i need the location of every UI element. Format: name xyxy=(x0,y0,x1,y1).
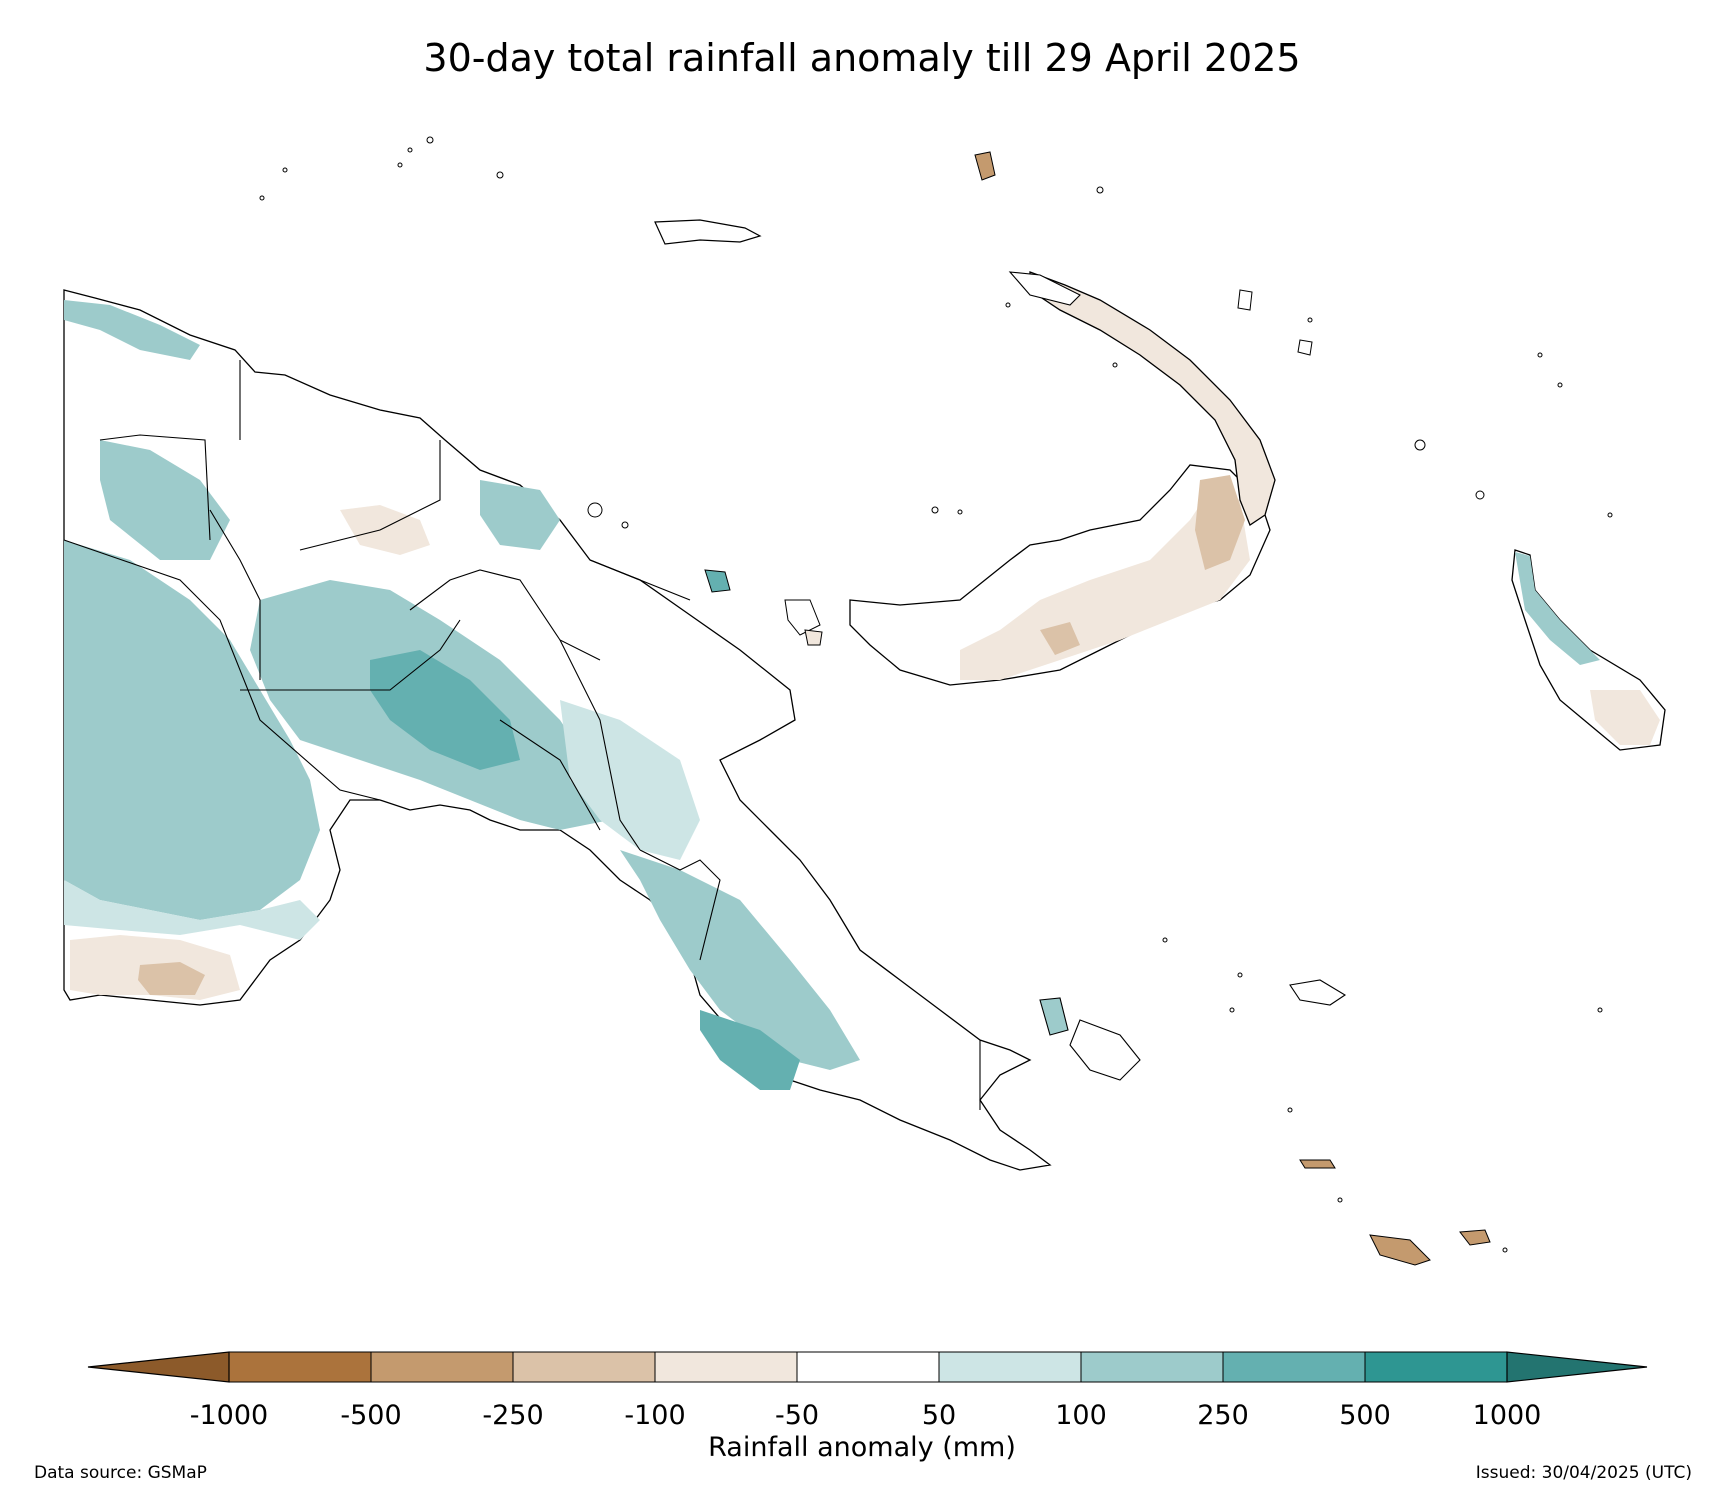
anomaly-zone-250-500-core xyxy=(370,650,520,770)
bougainville-dry-zone xyxy=(1590,690,1660,745)
colorbar-tick-label: 500 xyxy=(1339,1400,1391,1431)
small-islets xyxy=(259,136,1613,1253)
colorbar-tick-label: 50 xyxy=(921,1400,957,1431)
colorbar-segment xyxy=(1080,1351,1224,1383)
colorbar-tick-label: 250 xyxy=(1197,1400,1249,1431)
anomaly-zone-east-ridge xyxy=(620,850,860,1070)
anomaly-zone-highlands xyxy=(100,440,230,560)
anomaly-zone-southeast xyxy=(700,1010,800,1090)
new-britain-dry-patch xyxy=(1040,622,1080,655)
sudest-island xyxy=(1459,1229,1491,1246)
new-britain-island xyxy=(849,464,1271,686)
colorbar-tick-label: -1000 xyxy=(189,1400,269,1431)
rossel-island xyxy=(1369,1234,1431,1266)
province-borders xyxy=(63,360,981,1110)
colorbar-segment xyxy=(654,1351,798,1383)
misima-island xyxy=(1299,1159,1336,1169)
colorbar-segment xyxy=(228,1351,372,1383)
colorbar-tick-label: -100 xyxy=(624,1400,686,1431)
manus-island xyxy=(654,219,762,245)
woodlark-island xyxy=(1289,979,1347,1006)
umboi-island xyxy=(804,629,823,646)
colorbar-segments xyxy=(228,1351,1508,1383)
long-island xyxy=(784,599,821,636)
bougainville-wet-zone xyxy=(1515,552,1600,665)
lihir-island xyxy=(1237,289,1253,311)
colorbar-extend-low xyxy=(87,1351,230,1383)
anomaly-zone-dry-north xyxy=(340,505,430,555)
karkar-island xyxy=(704,569,731,593)
colorbar-segment xyxy=(1222,1351,1366,1383)
colorbar-tick-label: -50 xyxy=(774,1400,820,1431)
data-source-note: Data source: GSMaP xyxy=(34,1463,207,1483)
tabar-island xyxy=(1297,339,1313,356)
colorbar-tick-label: -500 xyxy=(340,1400,402,1431)
trobriand-island xyxy=(1039,997,1069,1036)
mussau-island xyxy=(974,151,996,181)
issued-date-note: Issued: 30/04/2025 (UTC) xyxy=(1475,1463,1692,1483)
new-ireland-north-part xyxy=(1008,271,1081,306)
colorbar-segment xyxy=(938,1351,1082,1383)
colorbar-tick-label: 1000 xyxy=(1472,1400,1542,1431)
colorbar-extend-high xyxy=(1506,1351,1648,1383)
colorbar-tick-label: -250 xyxy=(482,1400,544,1431)
colorbar-segment xyxy=(796,1351,940,1383)
anomaly-zone-central-light xyxy=(560,700,700,860)
anomaly-zone-dry-southwest-core xyxy=(138,962,205,995)
anomaly-zone-north-coast xyxy=(64,300,200,360)
anomaly-zone-sepik xyxy=(480,480,560,550)
colorbar-segment xyxy=(1364,1351,1508,1383)
new-britain-dry-core xyxy=(1195,475,1245,570)
colorbar-segment xyxy=(370,1351,514,1383)
anomaly-zone-100-250-west xyxy=(64,540,320,920)
colorbar-title: Rainfall anomaly (mm) xyxy=(708,1432,1016,1463)
colorbar-segment xyxy=(512,1351,656,1383)
new-britain-dry-zone xyxy=(960,490,1250,680)
dentrecasteaux-islands xyxy=(1069,1019,1141,1081)
colorbar-tick-label: 100 xyxy=(1055,1400,1107,1431)
anomaly-zone-50-100-west xyxy=(64,880,320,940)
map-title: 30-day total rainfall anomaly till 29 Ap… xyxy=(423,36,1301,80)
